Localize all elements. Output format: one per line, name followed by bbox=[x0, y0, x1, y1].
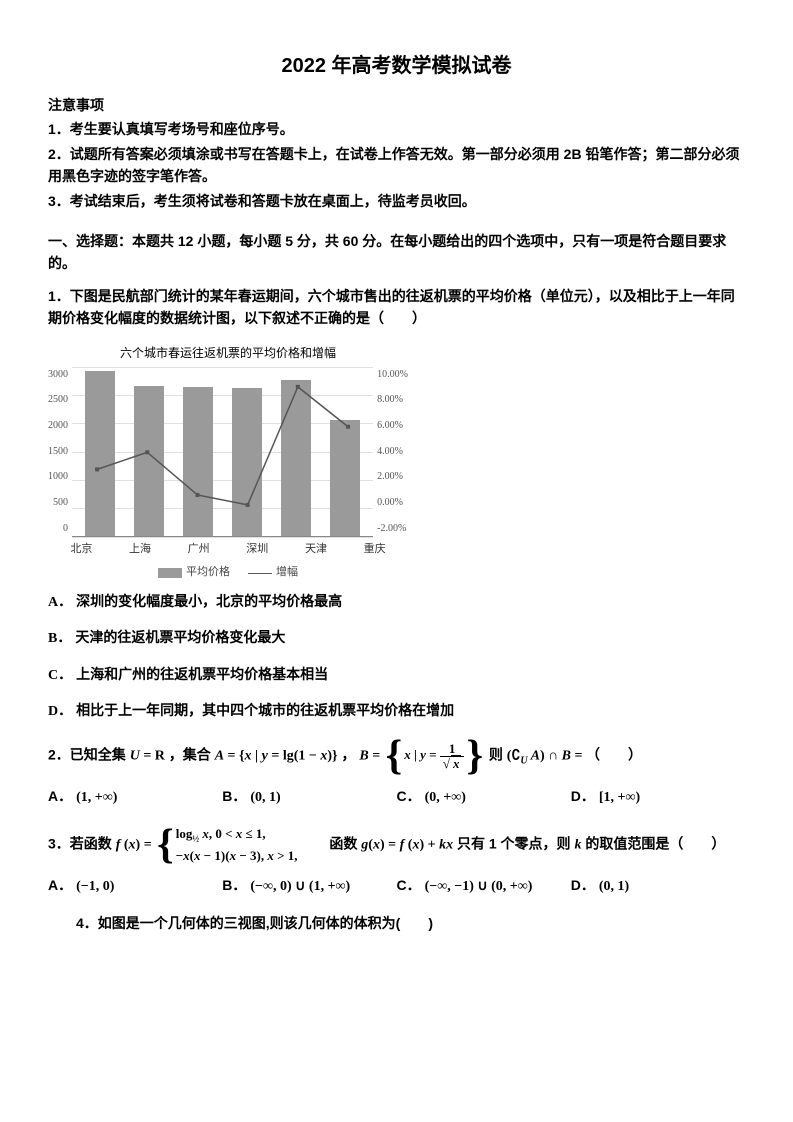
notice-1: 1．考生要认真填写考场号和座位序号。 bbox=[48, 118, 745, 140]
opt-text: 深圳的变化幅度最小，北京的平均价格最高 bbox=[76, 593, 342, 609]
opt-label: B． bbox=[222, 877, 246, 893]
opt-text: (−1, 0) bbox=[76, 879, 114, 894]
opt-label: C． bbox=[397, 788, 421, 804]
q2-mid2: ， bbox=[341, 747, 355, 763]
q3-option-a: A． (−1, 0) bbox=[48, 874, 222, 898]
x-tick: 天津 bbox=[301, 541, 331, 559]
opt-label: D． bbox=[571, 877, 595, 893]
q2-option-a: A． (1, +∞) bbox=[48, 785, 222, 809]
opt-label: B． bbox=[222, 788, 246, 804]
q3-prefix: 3．若函数 bbox=[48, 836, 116, 852]
opt-text: (0, 1) bbox=[250, 790, 280, 805]
legend-bar-label: 平均价格 bbox=[186, 564, 230, 582]
x-tick: 深圳 bbox=[242, 541, 272, 559]
opt-label: C． bbox=[48, 668, 72, 683]
opt-label: A． bbox=[48, 788, 72, 804]
opt-label: D． bbox=[571, 788, 595, 804]
q2-option-d: D． [1, +∞) bbox=[571, 785, 745, 809]
q4-text: 4．如图是一个几何体的三视图,则该几何体的体积为( ) bbox=[76, 915, 433, 931]
q1-option-b: B． 天津的往返机票平均价格变化最大 bbox=[48, 626, 745, 650]
ytick: 3000 bbox=[48, 367, 68, 383]
opt-text: (0, +∞) bbox=[425, 790, 466, 805]
page-title: 2022 年高考数学模拟试卷 bbox=[48, 50, 745, 82]
x-tick: 上海 bbox=[125, 541, 155, 559]
legend-line-icon bbox=[248, 573, 272, 574]
opt-text: (0, 1) bbox=[599, 879, 629, 894]
chart-y-right: 10.00% 8.00% 6.00% 4.00% 2.00% 0.00% -2.… bbox=[373, 367, 408, 537]
q1-option-c: C． 上海和广州的往返机票平均价格基本相当 bbox=[48, 663, 745, 687]
ytick: 500 bbox=[53, 495, 68, 511]
chart-plot bbox=[72, 367, 373, 537]
opt-label: A． bbox=[48, 877, 72, 893]
q3-suf1: 只有 1 个零点，则 bbox=[457, 836, 574, 852]
chart-y-left: 3000 2500 2000 1500 1000 500 0 bbox=[48, 367, 72, 537]
ytick: 4.00% bbox=[377, 444, 403, 460]
q1-option-d: D． 相比于上一年同期，其中四个城市的往返机票平均价格在增加 bbox=[48, 699, 745, 723]
opt-text: (−∞, −1) ∪ (0, +∞) bbox=[425, 879, 533, 894]
opt-text: (−∞, 0) ∪ (1, +∞) bbox=[250, 879, 350, 894]
chart-legend: 平均价格 增幅 bbox=[48, 564, 408, 582]
legend-bar-icon bbox=[158, 568, 182, 578]
x-tick: 重庆 bbox=[360, 541, 390, 559]
opt-text: 上海和广州的往返机票平均价格基本相当 bbox=[76, 666, 328, 682]
chart-title: 六个城市春运往返机票的平均价格和增幅 bbox=[48, 344, 408, 363]
opt-text: (1, +∞) bbox=[76, 790, 117, 805]
q2-mid3: 则 bbox=[489, 747, 507, 763]
ytick: 2500 bbox=[48, 392, 68, 408]
chart-x-axis: 北京 上海 广州 深圳 天津 重庆 bbox=[48, 541, 408, 559]
ytick: 2.00% bbox=[377, 469, 403, 485]
opt-label: B． bbox=[48, 631, 71, 646]
opt-label: C． bbox=[397, 877, 421, 893]
ytick: 8.00% bbox=[377, 392, 403, 408]
x-tick: 北京 bbox=[66, 541, 96, 559]
q3-suf2: 的取值范围是（ ） bbox=[585, 836, 725, 852]
notice-heading: 注意事项 bbox=[48, 94, 745, 116]
q2-suffix: （ ） bbox=[586, 747, 642, 763]
notice-2: 2．试题所有答案必须填涂或书写在答题卡上，在试卷上作答无效。第一部分必须用 2B… bbox=[48, 143, 745, 188]
opt-text: [1, +∞) bbox=[599, 790, 640, 805]
q2-mid1: ，集合 bbox=[169, 747, 215, 763]
ytick: -2.00% bbox=[377, 521, 406, 537]
ytick: 6.00% bbox=[377, 418, 403, 434]
q2-prefix: 2．已知全集 bbox=[48, 747, 130, 763]
q3-option-b: B． (−∞, 0) ∪ (1, +∞) bbox=[222, 874, 396, 898]
q3-mid: 函数 bbox=[301, 836, 361, 852]
q2: 2．已知全集 U = R ，集合 A = {x | y = lg(1 − x)}… bbox=[48, 735, 745, 809]
q4: 4．如图是一个几何体的三视图,则该几何体的体积为( ) bbox=[48, 912, 745, 934]
opt-label: D． bbox=[48, 704, 72, 719]
q2-option-c: C． (0, +∞) bbox=[397, 785, 571, 809]
ytick: 10.00% bbox=[377, 367, 408, 383]
q1-chart: 六个城市春运往返机票的平均价格和增幅 3000 2500 2000 1500 1… bbox=[48, 344, 408, 582]
q1-text: 1．下图是民航部门统计的某年春运期间，六个城市售出的往返机票的平均价格（单位元）… bbox=[48, 285, 745, 330]
opt-text: 天津的往返机票平均价格变化最大 bbox=[75, 629, 285, 645]
q1-option-a: A． 深圳的变化幅度最小，北京的平均价格最高 bbox=[48, 590, 745, 614]
ytick: 0 bbox=[63, 521, 68, 537]
legend-line-label: 增幅 bbox=[276, 564, 298, 582]
q3: 3．若函数 f (x) = { log½ x, 0 < x ≤ 1, −x(x … bbox=[48, 824, 745, 898]
q2-option-b: B． (0, 1) bbox=[222, 785, 396, 809]
x-tick: 广州 bbox=[184, 541, 214, 559]
q3-option-d: D． (0, 1) bbox=[571, 874, 745, 898]
opt-text: 相比于上一年同期，其中四个城市的往返机票平均价格在增加 bbox=[76, 702, 454, 718]
ytick: 1500 bbox=[48, 444, 68, 460]
ytick: 1000 bbox=[48, 469, 68, 485]
notice-3: 3．考试结束后，考生须将试卷和答题卡放在桌面上，待监考员收回。 bbox=[48, 190, 745, 212]
section-1-heading: 一、选择题：本题共 12 小题，每小题 5 分，共 60 分。在每小题给出的四个… bbox=[48, 230, 745, 275]
ytick: 0.00% bbox=[377, 495, 403, 511]
ytick: 2000 bbox=[48, 418, 68, 434]
q3-option-c: C． (−∞, −1) ∪ (0, +∞) bbox=[397, 874, 571, 898]
opt-label: A． bbox=[48, 595, 72, 610]
